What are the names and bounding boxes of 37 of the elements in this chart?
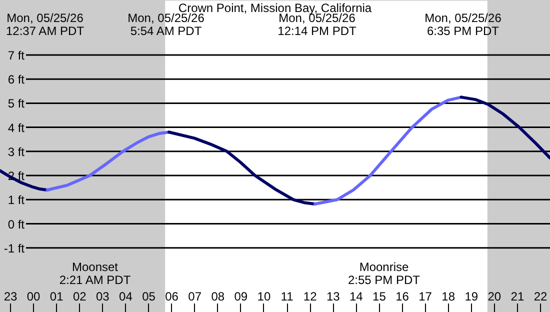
x-tick-label: 03	[96, 290, 110, 304]
x-tick-label: 21	[510, 290, 524, 304]
x-tick-label: 05	[142, 290, 156, 304]
x-tick-label: 13	[326, 290, 340, 304]
x-tick-label: 23	[4, 290, 18, 304]
y-tick-label: 3 ft	[8, 144, 26, 159]
x-tick-label: 02	[72, 290, 87, 304]
x-tick-label: 18	[442, 290, 456, 304]
x-tick-label: 19	[464, 290, 478, 304]
y-tick-label: 4 ft	[8, 120, 26, 135]
y-tick-label: 0 ft	[8, 217, 26, 232]
x-tick-label: 22	[534, 290, 548, 304]
annotation: Mon, 05/25/26 6:35 PM PDT	[424, 11, 502, 38]
x-tick-label: 15	[372, 290, 386, 304]
y-tick-label: 5 ft	[8, 96, 26, 111]
x-tick-label: 08	[211, 290, 225, 304]
x-tick-label: 11	[280, 290, 294, 304]
x-tick-label: 04	[119, 290, 133, 304]
annotation: Moonrise 2:55 PM PDT	[348, 260, 421, 287]
x-tick-label: 20	[488, 290, 502, 304]
x-tick-label: 17	[418, 290, 432, 304]
x-tick-label: 00	[26, 290, 41, 304]
y-tick-label: 7 ft	[8, 48, 26, 62]
y-tick-label: 6 ft	[8, 72, 26, 87]
x-tick-label: 06	[165, 290, 179, 304]
x-tick-label: 14	[349, 290, 364, 304]
annotation: Mon, 05/25/26 5:54 AM PDT	[128, 11, 205, 38]
annotation: Moonset 2:21 AM PDT	[59, 260, 132, 287]
x-tick-label: 07	[188, 290, 202, 304]
x-tick-label: 09	[234, 290, 248, 304]
x-tick-label: 10	[257, 290, 271, 304]
annotation: Mon, 05/25/26 12:37 AM PDT	[6, 11, 85, 38]
x-tick-label: 12	[303, 290, 318, 304]
y-tick-label: 1 ft	[8, 193, 26, 208]
y-tick-label: -1 ft	[4, 241, 26, 256]
x-tick-label: 01	[50, 290, 64, 304]
x-tick-label: 16	[396, 290, 410, 304]
